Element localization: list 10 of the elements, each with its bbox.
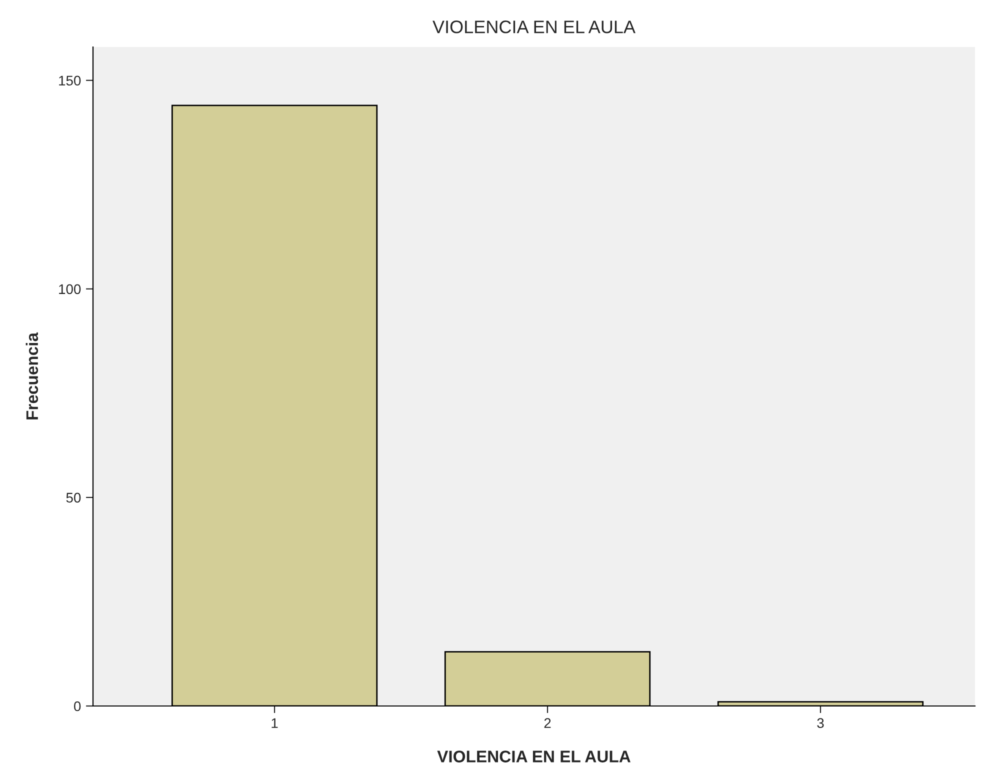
- y-tick-label: 50: [66, 492, 81, 503]
- x-tick-label: 2: [544, 718, 551, 728]
- y-tick-label: 100: [59, 284, 81, 294]
- x-tick-label: 1: [272, 718, 278, 728]
- chart-title: VIOLENCIA EN EL AULA: [432, 20, 636, 34]
- x-tick-label: 3: [817, 718, 824, 728]
- y-axis-title: Frecuencia: [26, 332, 38, 420]
- y-tick-label: 0: [74, 701, 81, 712]
- y-tick-label: 150: [59, 76, 81, 86]
- x-axis-title: VIOLENCIA EN EL AULA: [437, 750, 630, 762]
